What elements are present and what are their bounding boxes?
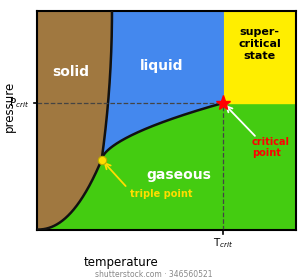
Text: shutterstock.com · 346560521: shutterstock.com · 346560521 — [95, 270, 213, 279]
Text: triple point: triple point — [130, 188, 192, 199]
Text: temperature: temperature — [83, 256, 158, 269]
Text: P$_{crit}$: P$_{crit}$ — [9, 96, 29, 110]
Bar — [223, 11, 296, 103]
Text: super-
critical
state: super- critical state — [238, 27, 281, 61]
Polygon shape — [37, 11, 112, 230]
Text: liquid: liquid — [140, 59, 183, 73]
Polygon shape — [102, 11, 223, 160]
Text: solid: solid — [52, 65, 89, 79]
Text: gaseous: gaseous — [147, 168, 212, 182]
Text: critical
point: critical point — [252, 137, 290, 158]
Text: pressure: pressure — [3, 81, 16, 132]
Text: T$_{crit}$: T$_{crit}$ — [213, 236, 233, 250]
